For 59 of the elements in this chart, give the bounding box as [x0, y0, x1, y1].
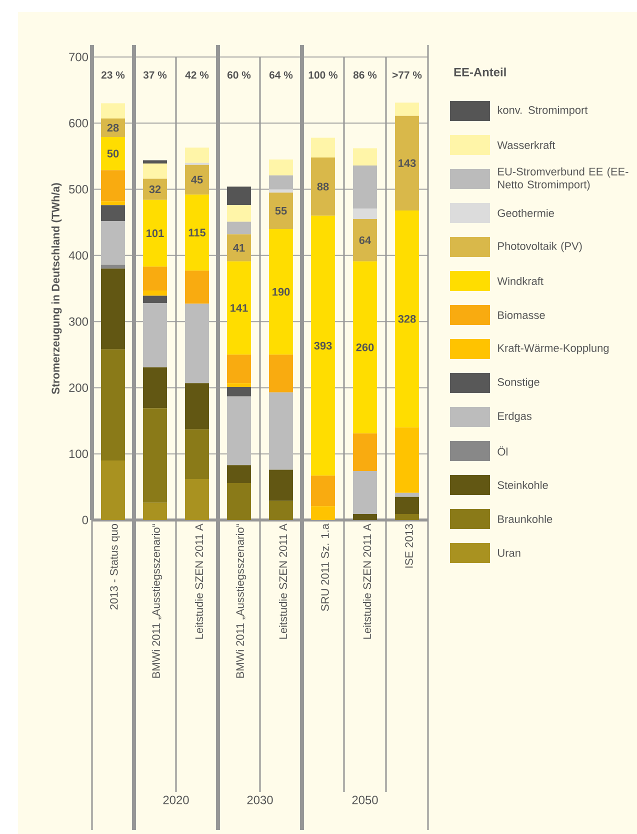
y-tick-label: 400: [68, 251, 88, 260]
data-label: 50: [107, 150, 119, 158]
text: 2050: [352, 796, 378, 804]
legend-label: Uran: [498, 549, 520, 557]
annotation: 86 %: [353, 71, 377, 79]
y-tick-label: 200: [69, 383, 88, 392]
x-tick-label: 2013 - Status quo: [110, 524, 120, 610]
legend-label: Öl: [498, 446, 508, 456]
data-label: 32: [149, 185, 161, 194]
data-label: 101: [146, 229, 164, 238]
annotation: 64 %: [269, 71, 293, 79]
data-label: 141: [230, 304, 248, 312]
legend-label: Kraft-Wärme-Kopplung: [498, 344, 609, 354]
data-label: 64: [359, 236, 372, 244]
x-tick-label: SRU 2011 Sz. 1.a: [321, 524, 329, 611]
text: 2030: [247, 796, 273, 804]
annotation: >77 %: [392, 71, 422, 79]
data-label: 328: [398, 315, 416, 323]
data-label: 41: [233, 244, 245, 252]
x-tick-label: ISE 2013: [405, 524, 413, 568]
legend-label: Geothermie: [498, 208, 554, 218]
data-label: 45: [191, 176, 203, 184]
data-label: 190: [272, 288, 290, 296]
legend-label: Biomasse: [498, 310, 545, 320]
legend-label: Photovoltaik (PV): [498, 242, 582, 252]
y-tick-label: 0: [82, 516, 88, 524]
y-tick-label: 500: [69, 185, 88, 194]
y-axis-title: Stromerzeugung in Deutschland (TWh/a): [51, 183, 62, 394]
data-label: 143: [398, 159, 416, 168]
x-tick-label: BMWi 2011 „Ausstiegsszenario“: [152, 524, 162, 678]
annotation: 42 %: [185, 71, 209, 79]
x-tick-label: Leitstudie SZEN 2011 A: [194, 524, 204, 639]
legend-label: Braunkohle: [498, 514, 552, 524]
x-tick-label: Leitstudie SZEN 2011 A: [362, 524, 372, 639]
data-label: 260: [356, 343, 374, 352]
legend-title: EE-Anteil: [454, 68, 506, 76]
y-tick-label: 300: [68, 317, 88, 326]
legend-label: Steinkohle: [498, 480, 548, 490]
data-label: 28: [107, 124, 119, 132]
data-label: 88: [317, 182, 329, 191]
annotation: 23 %: [101, 71, 125, 79]
legend-label: konv. Stromimport: [498, 106, 588, 116]
legend-label: Windkraft: [497, 276, 544, 286]
y-tick-label: 700: [69, 52, 88, 62]
annotation: 60 %: [227, 71, 251, 79]
y-tick-label: 600: [69, 118, 88, 128]
annotation: 37 %: [143, 71, 167, 79]
text: 2020: [163, 796, 189, 804]
legend-label: Sonstige: [498, 378, 540, 388]
data-label: 55: [275, 206, 287, 215]
annotation: 100 %: [308, 71, 338, 79]
x-tick-label: BMWi 2011 „Ausstiegsszenario“: [236, 524, 246, 678]
legend-label: Wasserkraft: [497, 140, 556, 150]
legend-label: EU-Stromverbund EE (EE-Netto Stromimport): [498, 167, 628, 191]
y-tick-label: 100: [69, 450, 88, 458]
data-label: 393: [314, 342, 332, 350]
data-label: 115: [188, 228, 206, 236]
x-tick-label: Leitstudie SZEN 2011 A: [278, 524, 288, 639]
legend-label: Erdgas: [498, 412, 532, 422]
